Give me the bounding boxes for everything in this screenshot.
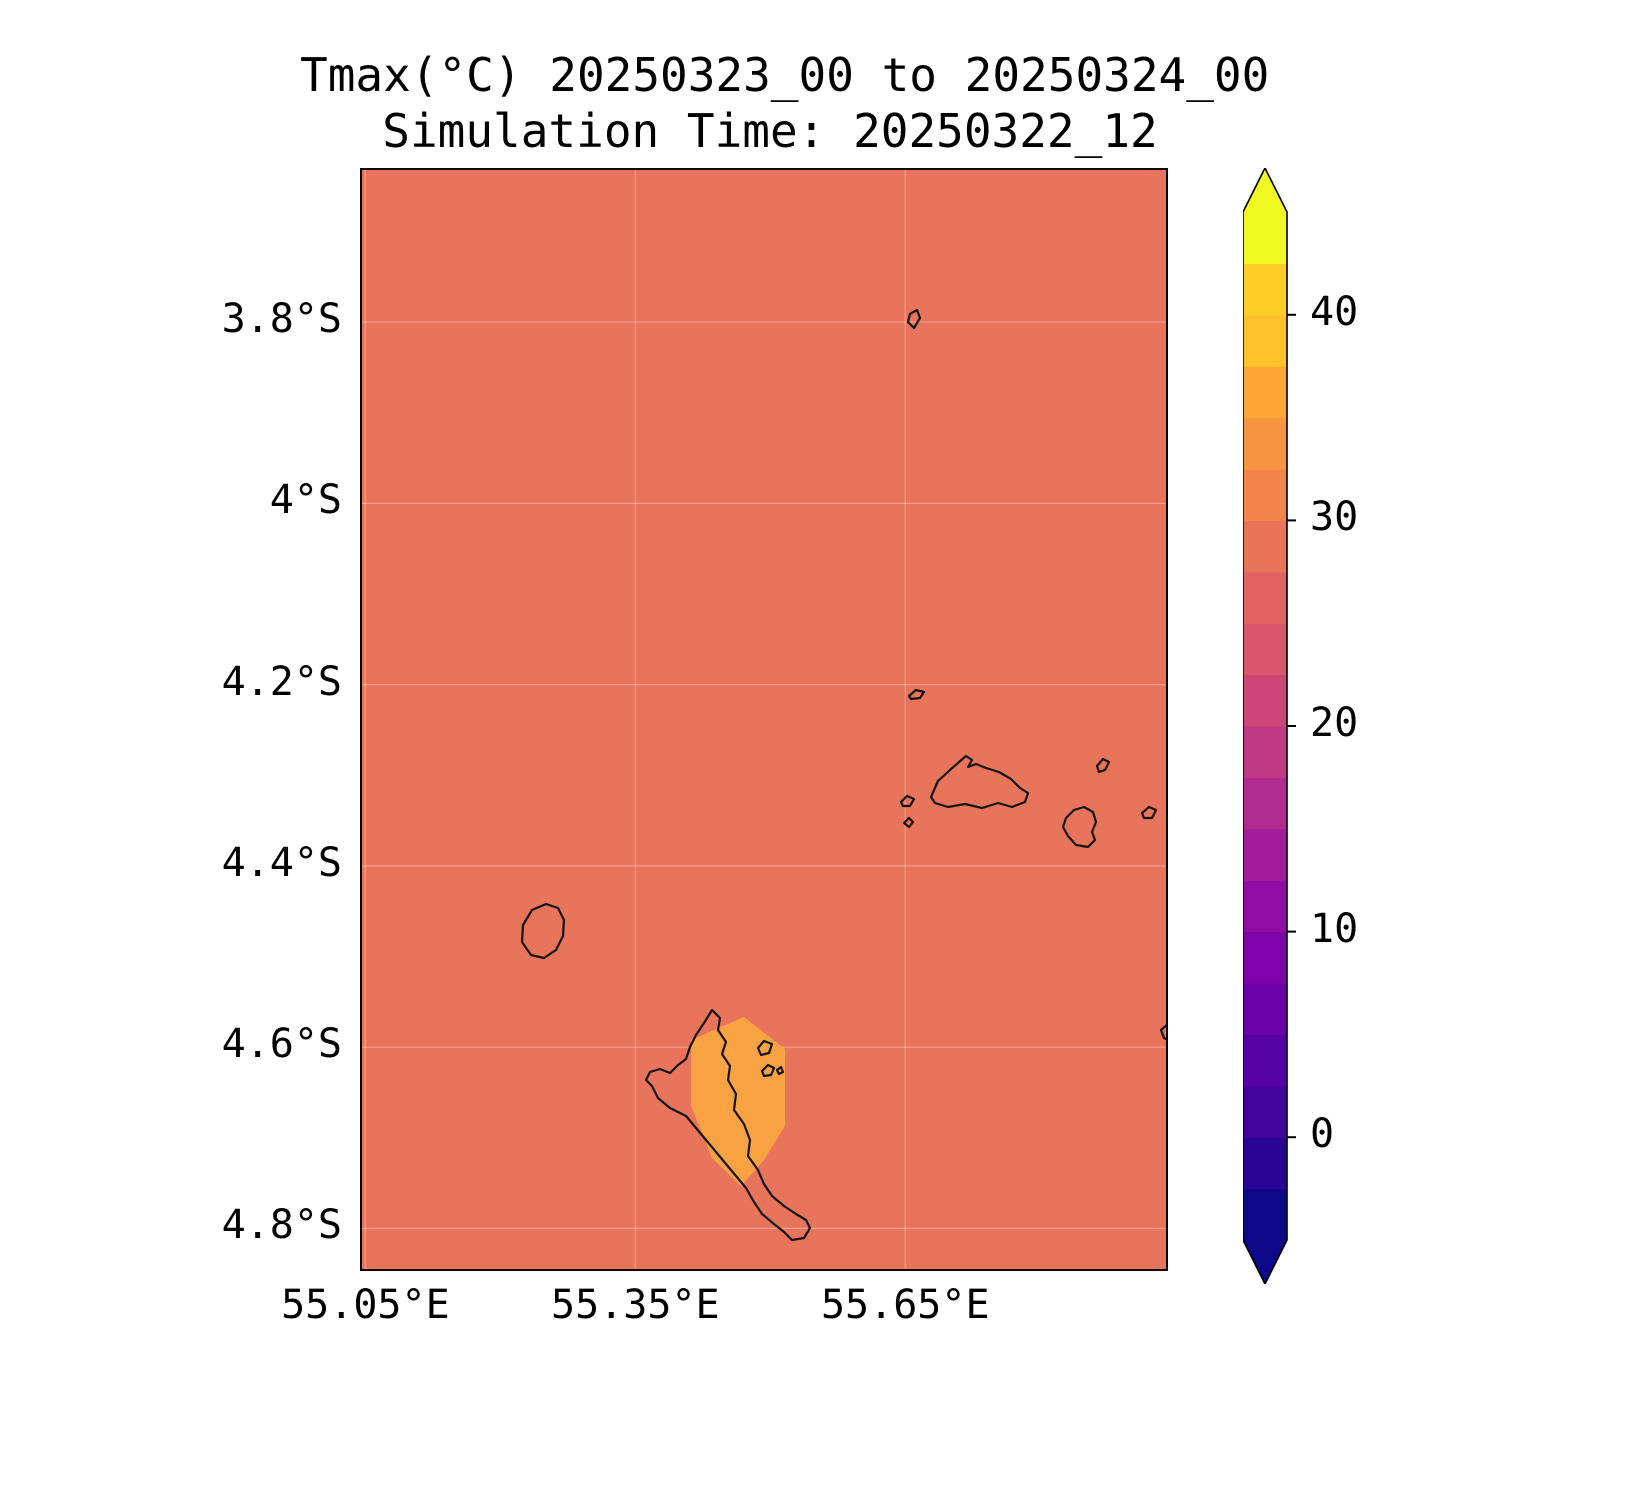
y-tick-label: 4.4°S	[221, 839, 342, 886]
colorbar	[1243, 168, 1303, 1284]
colorbar-canvas	[1243, 168, 1296, 1284]
coastline-islet-ne-6	[1140, 805, 1158, 820]
colorbar-segment	[1243, 1188, 1287, 1241]
warm-region	[691, 1017, 785, 1186]
y-tick-label: 4.8°S	[221, 1202, 342, 1249]
colorbar-tick-label: 20	[1310, 700, 1359, 746]
coastline-islet-e-3	[775, 1065, 785, 1076]
colorbar-segment	[1243, 520, 1287, 573]
colorbar-segment	[1243, 314, 1287, 367]
colorbar-segment	[1243, 366, 1287, 419]
colorbar-segment	[1243, 1034, 1287, 1087]
map-canvas	[360, 168, 1168, 1271]
y-tick-label: 3.8°S	[221, 296, 342, 343]
y-tick-label: 4°S	[269, 477, 342, 524]
y-tick-label: 4.6°S	[221, 1021, 342, 1068]
y-tick-label: 4.2°S	[221, 658, 342, 705]
colorbar-tick-label: 30	[1310, 494, 1359, 541]
colorbar-tick-label: 0	[1310, 1111, 1335, 1158]
coastline-islet-ne-5	[1095, 757, 1111, 774]
chart-title: Tmax(°C) 20250323_00 to 20250324_00	[300, 48, 1270, 102]
colorbar-segment	[1243, 983, 1287, 1035]
coastline-islet-n	[906, 308, 922, 330]
colorbar-tick-label: 40	[1310, 288, 1359, 335]
x-tick-label: 55.35°E	[551, 1282, 720, 1328]
colorbar-segment	[1243, 674, 1287, 727]
coastline-islet-ne-3	[902, 816, 915, 829]
coastline-islet-e-2	[760, 1063, 776, 1078]
colorbar-outline	[1243, 168, 1288, 1284]
coastline-islet-ne-2	[899, 794, 916, 808]
plot-border	[360, 168, 1168, 1271]
map-plot	[360, 168, 1168, 1271]
colorbar-segment	[1243, 623, 1287, 676]
coastline-island-ne-1	[929, 754, 1030, 810]
colorbar-extend-over	[1243, 168, 1287, 212]
colorbar-segment	[1243, 726, 1287, 778]
coastline-islet-e-1	[756, 1039, 774, 1057]
colorbar-tick-label: 10	[1310, 905, 1359, 952]
coastline-island-main	[644, 1008, 812, 1242]
colorbar-segment	[1243, 571, 1287, 624]
colorbar-segment	[1243, 1137, 1287, 1190]
x-tick-label: 55.65°E	[820, 1282, 990, 1328]
coastline-islet-m	[907, 688, 926, 701]
colorbar-segment	[1243, 263, 1287, 316]
colorbar-segment	[1243, 777, 1287, 830]
coastline-island-ne-4	[1061, 805, 1098, 849]
colorbar-segment	[1243, 417, 1287, 470]
colorbar-segment	[1243, 1085, 1287, 1138]
chart-subtitle: Simulation Time: 20250322_12	[382, 104, 1158, 158]
colorbar-segment	[1243, 931, 1287, 984]
colorbar-extend-under	[1243, 1240, 1287, 1284]
colorbar-segment	[1243, 469, 1287, 521]
colorbar-segment	[1243, 212, 1287, 264]
colorbar-segment	[1243, 880, 1287, 933]
x-tick-label: 55.05°E	[281, 1282, 450, 1328]
coastline-island-w	[520, 902, 566, 960]
colorbar-segment	[1243, 828, 1287, 881]
